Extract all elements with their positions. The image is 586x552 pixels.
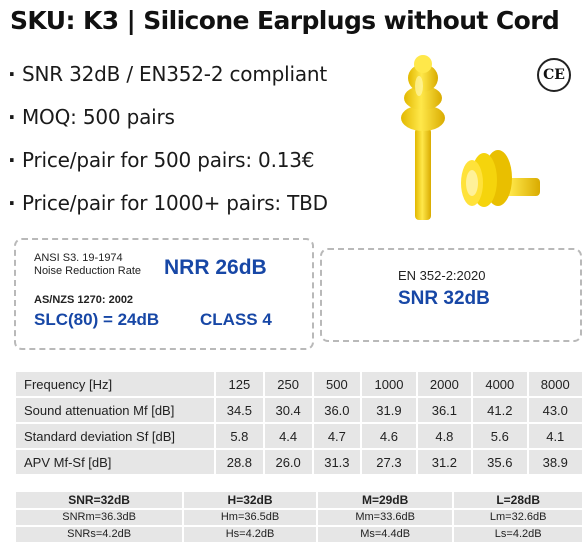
table-cell: 36.1 (417, 398, 472, 422)
snr-value: SNR 32dB (398, 288, 490, 309)
table-cell: 27.3 (362, 450, 416, 474)
table-cell: 4.7 (313, 424, 361, 448)
table-cell: 30.4 (264, 398, 312, 422)
table-cell: 31.9 (362, 398, 416, 422)
table-cell: 125 (216, 372, 263, 396)
header-cell: H=32dB (184, 492, 316, 508)
ce-mark-icon: CE (537, 58, 571, 92)
attenuation-table: Frequency [Hz] 125 250 500 1000 2000 400… (14, 370, 584, 476)
row-label: Sound attenuation Mf [dB] (16, 398, 214, 422)
header-cell: L=28dB (454, 492, 582, 508)
table-cell: 4.8 (417, 424, 472, 448)
row-label: Standard deviation Sf [dB] (16, 424, 214, 448)
table-cell: Ms=4.4dB (317, 527, 453, 542)
table-cell: 2000 (417, 372, 472, 396)
table-cell: 4.4 (264, 424, 312, 448)
noise-reduction-label: Noise Reduction Rate (34, 265, 142, 277)
feature-item: · SNR 32dB / EN352-2 compliant (8, 58, 378, 101)
page-title: SKU: K3 | Silicone Earplugs without Cord (10, 6, 560, 35)
table-cell: 43.0 (528, 398, 582, 422)
table-cell: 5.6 (473, 424, 527, 448)
table-cell: 41.2 (473, 398, 527, 422)
table-cell: 26.0 (264, 450, 312, 474)
snr-hml-table: SNR=32dB H=32dB M=29dB L=28dB SNRm=36.3d… (14, 490, 584, 544)
row-label: APV Mf-Sf [dB] (16, 450, 214, 474)
table-cell: Mm=33.6dB (317, 510, 453, 525)
table-cell: 31.3 (313, 450, 361, 474)
bullet-marker: · (8, 191, 16, 215)
feature-text: Price/pair for 1000+ pairs: TBD (22, 191, 328, 215)
feature-text: Price/pair for 500 pairs: 0.13€ (22, 148, 315, 172)
table-cell: 4000 (473, 372, 527, 396)
table-cell: 4.6 (362, 424, 416, 448)
table-cell: Hm=36.5dB (184, 510, 316, 525)
table-cell: 28.8 (216, 450, 263, 474)
table-cell: Lm=32.6dB (454, 510, 582, 525)
bullet-marker: · (8, 105, 16, 129)
bullet-marker: · (8, 148, 16, 172)
header-cell: SNR=32dB (16, 492, 183, 508)
asnzs-standard: AS/NZS 1270: 2002 (34, 294, 134, 306)
table-cell: Hs=4.2dB (184, 527, 316, 542)
table-cell: 1000 (362, 372, 416, 396)
nrr-value: NRR 26dB (164, 256, 267, 279)
table-cell: 36.0 (313, 398, 361, 422)
earplug-product-image (380, 50, 540, 229)
table-row: Frequency [Hz] 125 250 500 1000 2000 400… (16, 372, 582, 396)
feature-text: MOQ: 500 pairs (22, 105, 175, 129)
table-header-row: SNR=32dB H=32dB M=29dB L=28dB (16, 492, 582, 508)
slc-value: SLC(80) = 24dB (34, 310, 160, 329)
table-cell: 34.5 (216, 398, 263, 422)
feature-item: · Price/pair for 500 pairs: 0.13€ (8, 144, 378, 187)
table-cell: 31.2 (417, 450, 472, 474)
upright-earplug (401, 55, 445, 220)
table-row: Standard deviation Sf [dB] 5.8 4.4 4.7 4… (16, 424, 582, 448)
en-standard: EN 352-2:2020 (398, 268, 486, 283)
earplug-illustration (401, 55, 540, 220)
table-cell: 5.8 (216, 424, 263, 448)
lying-earplug (461, 150, 540, 207)
table-cell: SNRm=36.3dB (16, 510, 183, 525)
row-label: Frequency [Hz] (16, 372, 214, 396)
feature-item: · Price/pair for 1000+ pairs: TBD (8, 187, 378, 230)
table-cell: 38.9 (528, 450, 582, 474)
feature-item: · MOQ: 500 pairs (8, 101, 378, 144)
bullet-marker: · (8, 62, 16, 86)
ansi-standard: ANSI S3. 19-1974 (34, 252, 123, 264)
table-row: APV Mf-Sf [dB] 28.8 26.0 31.3 27.3 31.2 … (16, 450, 582, 474)
table-cell: Ls=4.2dB (454, 527, 582, 542)
table-cell: 500 (313, 372, 361, 396)
table-cell: 35.6 (473, 450, 527, 474)
table-cell: 250 (264, 372, 312, 396)
table-row: Sound attenuation Mf [dB] 34.5 30.4 36.0… (16, 398, 582, 422)
header-cell: M=29dB (317, 492, 453, 508)
feature-list: · SNR 32dB / EN352-2 compliant · MOQ: 500 … (8, 58, 378, 230)
feature-text: SNR 32dB / EN352-2 compliant (22, 62, 327, 86)
en-rating-panel: EN 352-2:2020 SNR 32dB (320, 248, 582, 342)
ansi-rating-panel: ANSI S3. 19-1974 Noise Reduction Rate NR… (14, 238, 314, 350)
table-row: SNRm=36.3dB Hm=36.5dB Mm=33.6dB Lm=32.6d… (16, 510, 582, 525)
table-cell: SNRs=4.2dB (16, 527, 183, 542)
class-value: CLASS 4 (200, 310, 272, 329)
table-cell: 4.1 (528, 424, 582, 448)
table-cell: 8000 (528, 372, 582, 396)
table-row: SNRs=4.2dB Hs=4.2dB Ms=4.4dB Ls=4.2dB (16, 527, 582, 542)
